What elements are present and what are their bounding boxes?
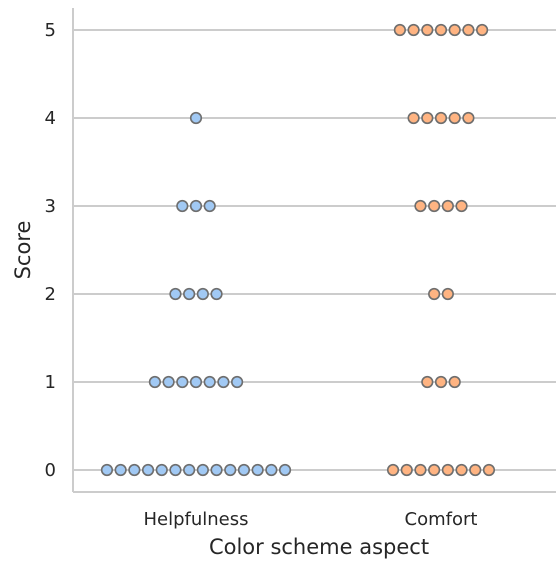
- data-point: [482, 463, 496, 477]
- data-point: [428, 463, 441, 477]
- data-point: [448, 111, 461, 125]
- data-point: [189, 199, 203, 213]
- data-point: [196, 463, 209, 477]
- data-point: [421, 23, 434, 37]
- data-point: [462, 111, 475, 125]
- data-point: [421, 375, 434, 389]
- y-tick-label: 4: [45, 108, 56, 129]
- x-tick-label: Helpfulness: [143, 509, 248, 530]
- data-point: [441, 463, 454, 477]
- data-point: [455, 463, 468, 477]
- data-point: [448, 23, 461, 37]
- data-point: [476, 23, 489, 37]
- data-point: [400, 463, 413, 477]
- data-point: [237, 463, 251, 477]
- y-tick-label: 0: [45, 460, 56, 481]
- data-point: [210, 463, 223, 477]
- y-tick-label: 3: [45, 196, 56, 217]
- data-point: [455, 199, 468, 213]
- x-tick-label: Comfort: [405, 509, 478, 530]
- data-point: [393, 23, 407, 37]
- y-axis-title: Score: [11, 221, 35, 280]
- data-point: [407, 111, 420, 125]
- data-point: [148, 375, 161, 389]
- data-point: [196, 287, 209, 301]
- data-point: [441, 287, 454, 301]
- y-tick-label: 1: [45, 372, 56, 393]
- data-point: [155, 463, 168, 477]
- data-point: [183, 287, 196, 301]
- x-axis-title: Color scheme aspect: [209, 535, 429, 559]
- data-point: [448, 375, 461, 389]
- gridlines: [73, 29, 556, 471]
- data-point: [176, 199, 189, 213]
- data-point: [278, 463, 292, 477]
- data-point: [203, 199, 216, 213]
- data-point: [189, 375, 203, 389]
- x-tick-labels: Helpfulness Comfort: [143, 509, 477, 530]
- y-tick-labels: 0 1 2 3 4 5: [45, 20, 56, 481]
- data-point: [265, 463, 278, 477]
- data-point: [421, 111, 434, 125]
- data-point: [434, 23, 448, 37]
- data-point: [176, 375, 189, 389]
- y-tick-label: 5: [45, 20, 56, 41]
- data-point: [434, 111, 448, 125]
- data-point: [428, 199, 441, 213]
- data-point: [434, 375, 448, 389]
- y-tick-label: 2: [45, 284, 56, 305]
- data-point: [183, 463, 196, 477]
- data-point: [469, 463, 482, 477]
- data-point: [251, 463, 264, 477]
- data-point: [141, 463, 155, 477]
- data-point: [414, 199, 427, 213]
- data-point: [224, 463, 237, 477]
- data-point: [114, 463, 127, 477]
- data-point: [203, 375, 216, 389]
- data-point: [169, 287, 182, 301]
- data-point: [100, 463, 114, 477]
- data-point: [428, 287, 441, 301]
- data-point: [162, 375, 175, 389]
- data-point: [231, 375, 244, 389]
- data-point: [128, 463, 141, 477]
- data-point: [462, 23, 475, 37]
- data-point: [386, 463, 400, 477]
- data-point: [407, 23, 420, 37]
- data-points: [100, 23, 496, 477]
- data-point: [217, 375, 230, 389]
- data-point: [414, 463, 427, 477]
- data-point: [441, 199, 454, 213]
- data-point: [189, 111, 203, 125]
- data-point: [210, 287, 223, 301]
- data-point: [169, 463, 182, 477]
